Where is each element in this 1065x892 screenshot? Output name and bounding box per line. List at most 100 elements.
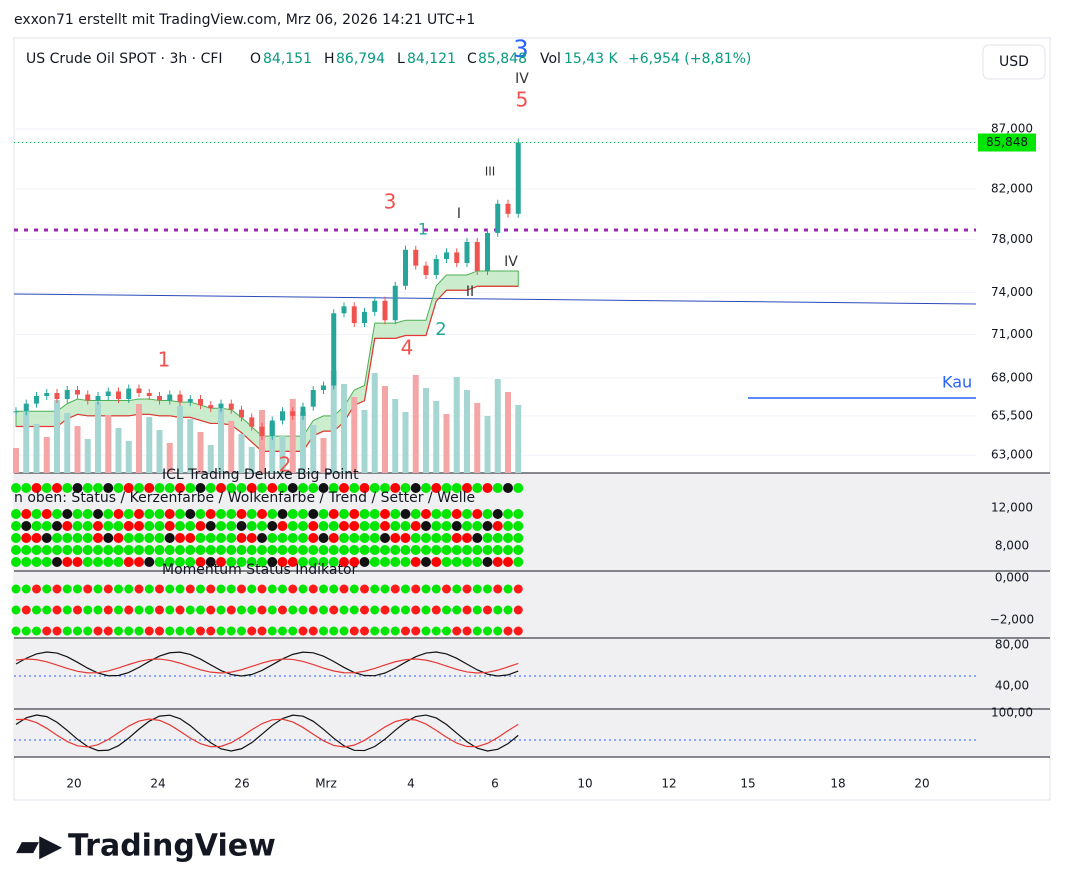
status-dot: [492, 533, 503, 543]
status-dot: [462, 483, 472, 493]
status-dot: [410, 483, 421, 493]
status-dot: [308, 521, 319, 531]
status-dot: [72, 521, 83, 531]
status-dot: [369, 557, 380, 567]
status-dot: [339, 545, 349, 555]
candle: [495, 203, 501, 233]
momentum-dot: [452, 626, 462, 636]
status-dot: [185, 509, 196, 519]
l-key: L: [397, 51, 405, 67]
wave-label: 3: [384, 190, 397, 214]
status-dot: [164, 509, 175, 519]
status-dot: [11, 521, 21, 531]
momentum-dot: [11, 626, 21, 636]
status-dot: [308, 545, 319, 555]
status-dot: [134, 557, 144, 567]
status-dot: [144, 545, 155, 555]
status-dot: [93, 509, 103, 519]
trend-line: [13, 293, 977, 305]
status-dot: [62, 521, 73, 531]
status-dot: [298, 533, 308, 543]
currency-button[interactable]: [982, 44, 1046, 80]
status-dot: [62, 557, 73, 567]
status-dot: [236, 521, 247, 531]
status-dot: [482, 509, 493, 519]
volume-bar: [74, 426, 81, 473]
h-val: 86,794: [336, 51, 385, 67]
volume-bar: [115, 428, 122, 473]
momentum-dot: [298, 584, 308, 594]
h-key: H: [324, 51, 335, 67]
candle: [13, 411, 19, 413]
volume-bar: [84, 439, 91, 473]
candle: [454, 252, 460, 263]
status-dot: [451, 521, 462, 531]
panel-tick: 80,00: [995, 638, 1029, 652]
status-dot: [298, 545, 308, 555]
volume-bar: [105, 415, 112, 473]
candle: [208, 405, 214, 409]
status-dot: [154, 483, 165, 493]
status-dot: [277, 483, 288, 493]
volume-bar: [95, 402, 101, 473]
momentum-dot: [134, 605, 144, 615]
currency[interactable]: USD: [999, 54, 1029, 70]
y-tick-label: 68,000: [991, 371, 1033, 385]
momentum-dot: [462, 584, 472, 594]
status-dot: [154, 509, 165, 519]
momentum-dot: [503, 626, 513, 636]
momentum-dot: [472, 605, 482, 615]
status-dot: [93, 545, 103, 555]
candle: [177, 394, 183, 403]
status-dot: [11, 557, 21, 567]
status-dot: [492, 557, 503, 567]
status-dot: [216, 483, 226, 493]
status-dot: [431, 557, 442, 567]
status-dot: [318, 509, 329, 519]
status-dot: [62, 533, 73, 543]
status-dot: [123, 557, 134, 567]
momentum-dot: [390, 605, 400, 615]
status-dot: [462, 545, 472, 555]
status-dot: [246, 483, 257, 493]
wave-label: 5: [516, 88, 529, 112]
wave-label: 1: [158, 348, 171, 372]
momentum-dot: [247, 605, 257, 615]
status-dot: [328, 483, 339, 493]
momentum-dot: [134, 626, 144, 636]
volume-bar: [423, 388, 429, 473]
momentum-dot: [401, 584, 410, 594]
panel-tick: 8,000: [995, 539, 1029, 553]
status-dot: [359, 557, 370, 567]
panel-bg: [14, 473, 1050, 757]
status-dot: [451, 557, 462, 567]
volume-bar: [402, 412, 409, 473]
wave-label: 2: [279, 453, 292, 477]
status-dot: [144, 521, 155, 531]
status-dot: [359, 483, 370, 493]
momentum-dot: [124, 605, 134, 615]
status-dot: [339, 521, 349, 531]
momentum-dot: [226, 626, 236, 636]
status-dot: [164, 557, 175, 567]
momentum-dot: [380, 626, 390, 636]
status-dot: [226, 509, 237, 519]
status-dot: [236, 533, 247, 543]
status-dot: [185, 545, 196, 555]
status-dot: [277, 557, 288, 567]
status-dot: [175, 509, 185, 519]
status-dot: [52, 521, 62, 531]
status-dot: [103, 521, 114, 531]
status-dot: [195, 557, 206, 567]
momentum-dot: [124, 584, 134, 594]
candle: [116, 391, 121, 400]
momentum-dot: [308, 626, 318, 636]
status-dot: [257, 483, 267, 493]
candle: [413, 249, 419, 266]
momentum-dot: [308, 584, 318, 594]
status-dot: [144, 509, 155, 519]
momentum-dot: [298, 605, 308, 615]
status-dot: [441, 557, 452, 567]
status-dot: [400, 533, 411, 543]
candle: [126, 388, 132, 400]
